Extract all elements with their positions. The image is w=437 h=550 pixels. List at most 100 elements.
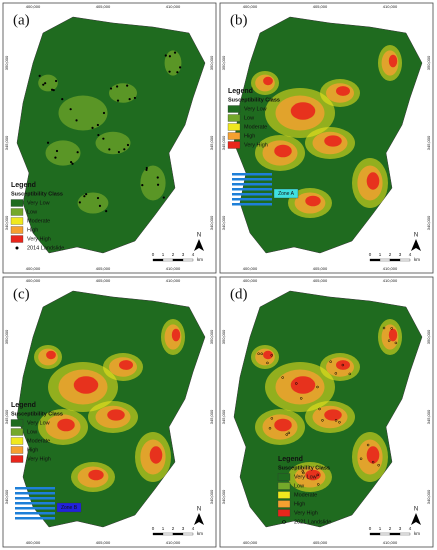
zone-stripe — [232, 203, 272, 206]
x-coordinate: 410,000 — [166, 4, 181, 9]
scale-tick: 3 — [182, 252, 185, 257]
landslide-point — [116, 99, 120, 102]
scale-segment — [172, 258, 184, 262]
x-coordinate: 410,000 — [383, 266, 398, 271]
zone-label: Zone A — [278, 191, 295, 197]
x-coordinate: 410,000 — [166, 278, 181, 283]
scale-tick: 2 — [172, 252, 175, 257]
very-high-zone — [73, 376, 99, 394]
landslide-point — [387, 339, 391, 342]
landslide-point — [61, 98, 64, 101]
scale-segment — [172, 532, 184, 536]
scale-tick: 0 — [369, 252, 372, 257]
landslide-point — [299, 397, 303, 400]
very-high-zone — [336, 86, 350, 96]
y-coordinate: 345,000 — [4, 409, 9, 424]
zone-stripe — [232, 173, 272, 176]
y-coordinate: 345,000 — [426, 409, 431, 424]
landslide-point — [390, 327, 393, 330]
scale-segment — [389, 532, 401, 536]
landslide-point — [285, 433, 289, 436]
map-panel: 400,000 400,000 405,000 405,000 410,000 410,0… — [2, 276, 217, 548]
x-coordinate: 410,000 — [383, 278, 398, 283]
very-high-zone — [263, 350, 273, 360]
landslide-point — [38, 74, 41, 77]
scale-tick: 1 — [162, 526, 165, 531]
landslide-point — [83, 195, 86, 198]
landslide-point — [96, 123, 99, 127]
north-label: N — [414, 233, 418, 239]
landslide-point — [316, 473, 320, 477]
landslide-point — [116, 85, 119, 88]
y-coordinate: 350,000 — [221, 55, 226, 70]
low-zone — [109, 83, 137, 103]
x-coordinate: 405,000 — [313, 540, 328, 545]
legend-swatch — [10, 446, 24, 454]
zone-stripe — [232, 193, 272, 196]
legend-label: Very High — [294, 510, 318, 516]
x-coordinate: 405,000 — [313, 4, 328, 9]
landslide-point — [128, 98, 131, 101]
landslide-point — [156, 176, 159, 179]
scale-segment — [369, 532, 381, 536]
zone-label-box — [273, 188, 299, 199]
y-coordinate: 340,000 — [209, 489, 214, 504]
scale-segment — [152, 258, 164, 262]
legend-swatch — [10, 235, 24, 243]
y-coordinate: 345,000 — [209, 409, 214, 424]
scale-segment — [182, 258, 194, 262]
very-high-zone — [366, 446, 380, 464]
legend-marker — [282, 520, 286, 524]
landslide-point — [55, 149, 59, 153]
north-label: N — [197, 507, 201, 513]
legend-swatch — [277, 500, 291, 508]
legend-swatch — [227, 105, 241, 113]
y-coordinate: 340,000 — [4, 215, 9, 230]
x-coordinate: 400,000 — [243, 4, 258, 9]
legend-label: Moderate — [244, 124, 267, 130]
landslide-point — [75, 119, 78, 122]
legend-label: Low — [27, 209, 37, 215]
zone-stripe — [15, 487, 55, 490]
legend-label: Moderate — [294, 492, 317, 498]
x-coordinate: 410,000 — [166, 266, 181, 271]
scale-segment — [399, 532, 411, 536]
zone-label: Zone B — [61, 505, 78, 511]
landslide-point — [266, 361, 269, 365]
landslide-point — [257, 352, 260, 355]
landslide-point — [46, 141, 50, 144]
landslide-point — [42, 83, 45, 86]
legend-label: 2014 Landslide — [27, 245, 64, 251]
landslide-point — [145, 166, 148, 170]
legend-title: Legend — [228, 88, 253, 95]
zone-stripe — [15, 502, 55, 505]
landslide-point — [105, 209, 108, 213]
zone-stripe — [15, 492, 55, 495]
north-arrow — [411, 513, 421, 525]
x-coordinate: 405,000 — [96, 4, 111, 9]
landslide-point — [281, 376, 284, 379]
legend-swatch — [227, 141, 241, 149]
landslide-point — [126, 84, 129, 87]
landslide-point — [109, 87, 113, 90]
low-zone — [140, 165, 166, 201]
zone-stripe — [15, 517, 55, 520]
legend-swatch — [277, 491, 291, 499]
y-coordinate: 340,000 — [221, 215, 226, 230]
landslide-point — [133, 96, 137, 100]
y-coordinate: 350,000 — [221, 329, 226, 344]
landslide-point — [173, 51, 177, 54]
very-high-zone — [290, 102, 316, 120]
scale-tick: 2 — [389, 526, 392, 531]
landslide-point — [85, 193, 88, 196]
landslide-point — [69, 108, 72, 111]
very-high-zone — [388, 328, 398, 342]
north-arrow — [194, 513, 204, 525]
legend-swatch — [277, 473, 291, 481]
very-high-zone — [171, 328, 181, 342]
low-zone — [58, 95, 108, 131]
landslide-point — [78, 201, 81, 204]
very-high-zone — [46, 350, 56, 360]
y-coordinate: 345,000 — [221, 135, 226, 150]
